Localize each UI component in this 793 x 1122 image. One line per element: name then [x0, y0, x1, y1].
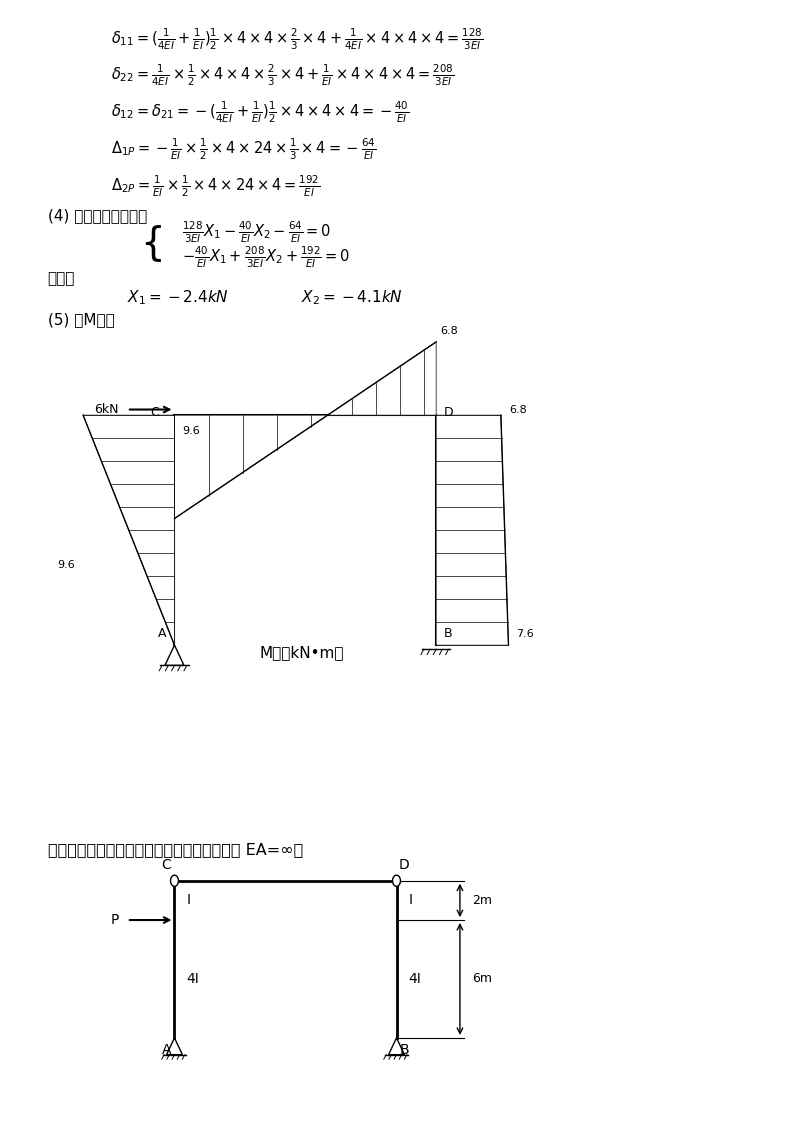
- Text: 9.6: 9.6: [57, 560, 75, 570]
- Text: 十、用力法计算图示结构，并作弯矩图．链杆 EA=∞．: 十、用力法计算图示结构，并作弯矩图．链杆 EA=∞．: [48, 842, 303, 857]
- Text: $X_2=-4.1kN$: $X_2=-4.1kN$: [301, 288, 403, 306]
- Text: 6.8: 6.8: [440, 327, 458, 337]
- Text: A: A: [158, 626, 167, 640]
- Text: $-\frac{40}{EI}X_1+\frac{208}{3EI}X_2+\frac{192}{EI}=0$: $-\frac{40}{EI}X_1+\frac{208}{3EI}X_2+\f…: [182, 245, 351, 269]
- Text: B: B: [400, 1043, 409, 1057]
- Text: 解得：: 解得：: [48, 270, 75, 286]
- Text: D: D: [444, 406, 454, 420]
- Text: 7.6: 7.6: [516, 629, 534, 638]
- Text: 6kN: 6kN: [94, 403, 119, 416]
- Text: B: B: [444, 626, 453, 640]
- Polygon shape: [328, 342, 436, 415]
- Polygon shape: [174, 415, 328, 518]
- Text: $X_1=-2.4kN$: $X_1=-2.4kN$: [127, 288, 228, 306]
- Text: C: C: [162, 858, 171, 872]
- Text: 4I: 4I: [408, 972, 421, 986]
- Text: A: A: [162, 1043, 171, 1057]
- Circle shape: [393, 875, 400, 886]
- Text: D: D: [399, 858, 410, 872]
- Text: $\delta_{11} = (\frac{1}{4EI}+\frac{1}{EI})\frac{1}{2}\times4\times4\times\frac{: $\delta_{11} = (\frac{1}{4EI}+\frac{1}{E…: [111, 27, 484, 52]
- Text: $\Delta_{2P} = \frac{1}{EI}\times\frac{1}{2}\times4\times24\times4=\frac{192}{EI: $\Delta_{2P} = \frac{1}{EI}\times\frac{1…: [111, 174, 320, 199]
- Text: $\delta_{22} = \frac{1}{4EI}\times\frac{1}{2}\times4\times4\times\frac{2}{3}\tim: $\delta_{22} = \frac{1}{4EI}\times\frac{…: [111, 63, 454, 88]
- Text: M图（kN•m）: M图（kN•m）: [259, 645, 343, 661]
- Text: I: I: [408, 893, 412, 908]
- Text: $\delta_{12} = \delta_{21} = -(\frac{1}{4EI}+\frac{1}{EI})\frac{1}{2}\times4\tim: $\delta_{12} = \delta_{21} = -(\frac{1}{…: [111, 100, 409, 125]
- Text: P: P: [110, 913, 119, 927]
- Text: 9.6: 9.6: [182, 426, 200, 436]
- Text: $\frac{128}{3EI}X_1-\frac{40}{EI}X_2-\frac{64}{EI}=0$: $\frac{128}{3EI}X_1-\frac{40}{EI}X_2-\fr…: [182, 220, 331, 245]
- Text: I: I: [186, 893, 190, 908]
- Text: 6.8: 6.8: [509, 405, 527, 414]
- Text: $\{$: $\{$: [140, 223, 162, 264]
- Text: 4I: 4I: [186, 972, 199, 986]
- Polygon shape: [83, 415, 174, 645]
- Circle shape: [170, 875, 178, 886]
- Text: (4) 求解多余未知力：: (4) 求解多余未知力：: [48, 208, 147, 223]
- Polygon shape: [436, 415, 508, 645]
- Text: 6m: 6m: [472, 973, 492, 985]
- Text: (5) 作M图：: (5) 作M图：: [48, 312, 114, 328]
- Text: $\Delta_{1P} = -\frac{1}{EI}\times\frac{1}{2}\times4\times24\times\frac{1}{3}\ti: $\Delta_{1P} = -\frac{1}{EI}\times\frac{…: [111, 137, 376, 162]
- Text: 2m: 2m: [472, 894, 492, 907]
- Text: C: C: [150, 406, 159, 420]
